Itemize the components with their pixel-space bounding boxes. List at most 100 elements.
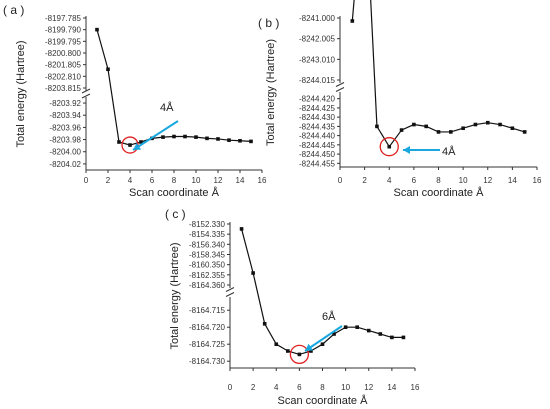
y-tick-label: -8199.795 xyxy=(45,37,82,46)
data-point xyxy=(461,126,465,131)
axis-break-mark xyxy=(225,292,235,297)
y-tick-label: -8156.340 xyxy=(189,240,226,249)
axis-break-mark xyxy=(335,87,345,92)
x-axis-label: Scan coordinate Å xyxy=(129,186,220,199)
data-point xyxy=(128,143,132,147)
annotation-label: 4Å xyxy=(160,101,174,114)
x-tick-label: 14 xyxy=(387,383,396,392)
data-point xyxy=(320,342,325,346)
y-tick-label: -8164.730 xyxy=(189,357,226,366)
annotation-label: 6Å xyxy=(322,310,336,323)
data-point xyxy=(412,122,416,127)
panel-a: ( a ) 0 2 4 6 8 10 12 14 16 -8197.785 -8199.790 -819… xyxy=(3,3,267,199)
data-point xyxy=(205,136,209,141)
data-point xyxy=(183,134,187,139)
data-point xyxy=(238,138,242,143)
data-point xyxy=(473,122,478,127)
x-tick-label: 6 xyxy=(297,383,302,392)
panel-b: ( b ) 0 2 4 6 8 10 12 14 16 -8241.000 -8242.005 -824… xyxy=(258,0,542,199)
data-point xyxy=(332,332,336,336)
y-tick-label: -8164.360 xyxy=(189,281,226,290)
y-tick-label: -8244.455 xyxy=(299,159,336,168)
x-tick-label: 10 xyxy=(459,176,468,185)
x-tick-label: 14 xyxy=(236,176,245,185)
y-tick-label: -8203.815 xyxy=(45,84,82,93)
data-point xyxy=(161,135,165,139)
data-point xyxy=(401,335,406,340)
data-point xyxy=(106,67,110,72)
y-tick-label: -8244.440 xyxy=(299,132,336,141)
minimum-highlight-circle xyxy=(289,344,310,365)
y-tick-label: -8203.98 xyxy=(49,136,81,145)
y-tick-label: -8202.810 xyxy=(45,72,82,81)
annotation-arrowhead xyxy=(403,146,410,154)
x-tick-label: 12 xyxy=(364,383,373,392)
y-tick-label: -8244.015 xyxy=(299,76,336,85)
data-point xyxy=(522,130,527,134)
y-tick-label: -8242.005 xyxy=(299,35,336,44)
data-point xyxy=(172,134,176,139)
data-point xyxy=(117,140,121,144)
y-tick-label: -8244.450 xyxy=(299,150,336,159)
data-point xyxy=(274,342,279,346)
data-point xyxy=(387,144,392,149)
y-tick-label: -8199.790 xyxy=(45,26,82,35)
x-tick-label: 4 xyxy=(387,176,392,185)
x-tick-label: 8 xyxy=(172,176,177,185)
x-tick-label: 14 xyxy=(508,176,517,185)
y-tick-label: -8158.345 xyxy=(189,251,226,260)
data-point xyxy=(424,124,428,129)
y-tick-label: -8243.010 xyxy=(299,55,336,64)
data-point xyxy=(227,138,231,142)
x-tick-label: 10 xyxy=(192,176,201,185)
y-tick-label: -8162.355 xyxy=(189,271,226,280)
y-tick-label: -8244.435 xyxy=(299,122,336,131)
panel-label: ( a ) xyxy=(3,3,24,17)
x-tick-label: 16 xyxy=(533,176,542,185)
x-tick-label: 2 xyxy=(251,383,256,392)
data-point xyxy=(194,135,198,139)
data-point xyxy=(366,328,371,333)
y-axis-label: Total energy (Hartree) xyxy=(15,41,27,148)
data-point xyxy=(286,349,290,353)
y-tick-label: -8203.96 xyxy=(49,123,81,132)
data-point xyxy=(449,130,453,134)
y-tick-label: -8244.430 xyxy=(299,113,336,122)
x-tick-label: 12 xyxy=(483,176,492,185)
data-point xyxy=(498,122,502,127)
y-tick-label: -8200.800 xyxy=(45,49,82,58)
x-axis-label: Scan coordinate Å xyxy=(394,186,485,199)
data-point xyxy=(343,325,348,329)
data-point xyxy=(399,128,404,132)
axis-break-mark xyxy=(335,82,345,87)
data-point xyxy=(390,335,394,340)
x-tick-label: 8 xyxy=(320,383,325,392)
minimum-highlight-circle xyxy=(379,137,399,157)
data-point xyxy=(378,332,383,336)
x-tick-label: 2 xyxy=(362,176,367,185)
data-point xyxy=(262,322,267,326)
x-tick-label: 0 xyxy=(84,176,89,185)
data-point xyxy=(355,325,359,329)
annotation-arrowhead xyxy=(133,142,142,150)
y-tick-label: -8244.445 xyxy=(299,141,336,150)
panel-label: ( b ) xyxy=(258,16,279,30)
panel-label: ( c ) xyxy=(165,207,186,221)
x-tick-label: 2 xyxy=(106,176,111,185)
annotation-arrow xyxy=(304,325,343,352)
y-tick-label: -8204.00 xyxy=(49,148,81,157)
x-tick-label: 4 xyxy=(128,176,133,185)
y-tick-label: -8203.94 xyxy=(49,111,81,120)
data-point xyxy=(350,19,355,23)
y-tick-label: -8203.92 xyxy=(49,99,81,108)
data-point xyxy=(95,27,99,32)
y-tick-label: -8204.02 xyxy=(49,160,81,169)
x-tick-label: 10 xyxy=(341,383,350,392)
y-tick-label: -8241.000 xyxy=(299,14,336,23)
data-point xyxy=(216,137,220,141)
y-tick-label: -8152.330 xyxy=(189,220,226,229)
y-tick-label: -8201.805 xyxy=(45,61,82,70)
data-point xyxy=(139,140,143,144)
y-tick-label: -8164.720 xyxy=(189,323,226,332)
data-point xyxy=(436,130,441,134)
